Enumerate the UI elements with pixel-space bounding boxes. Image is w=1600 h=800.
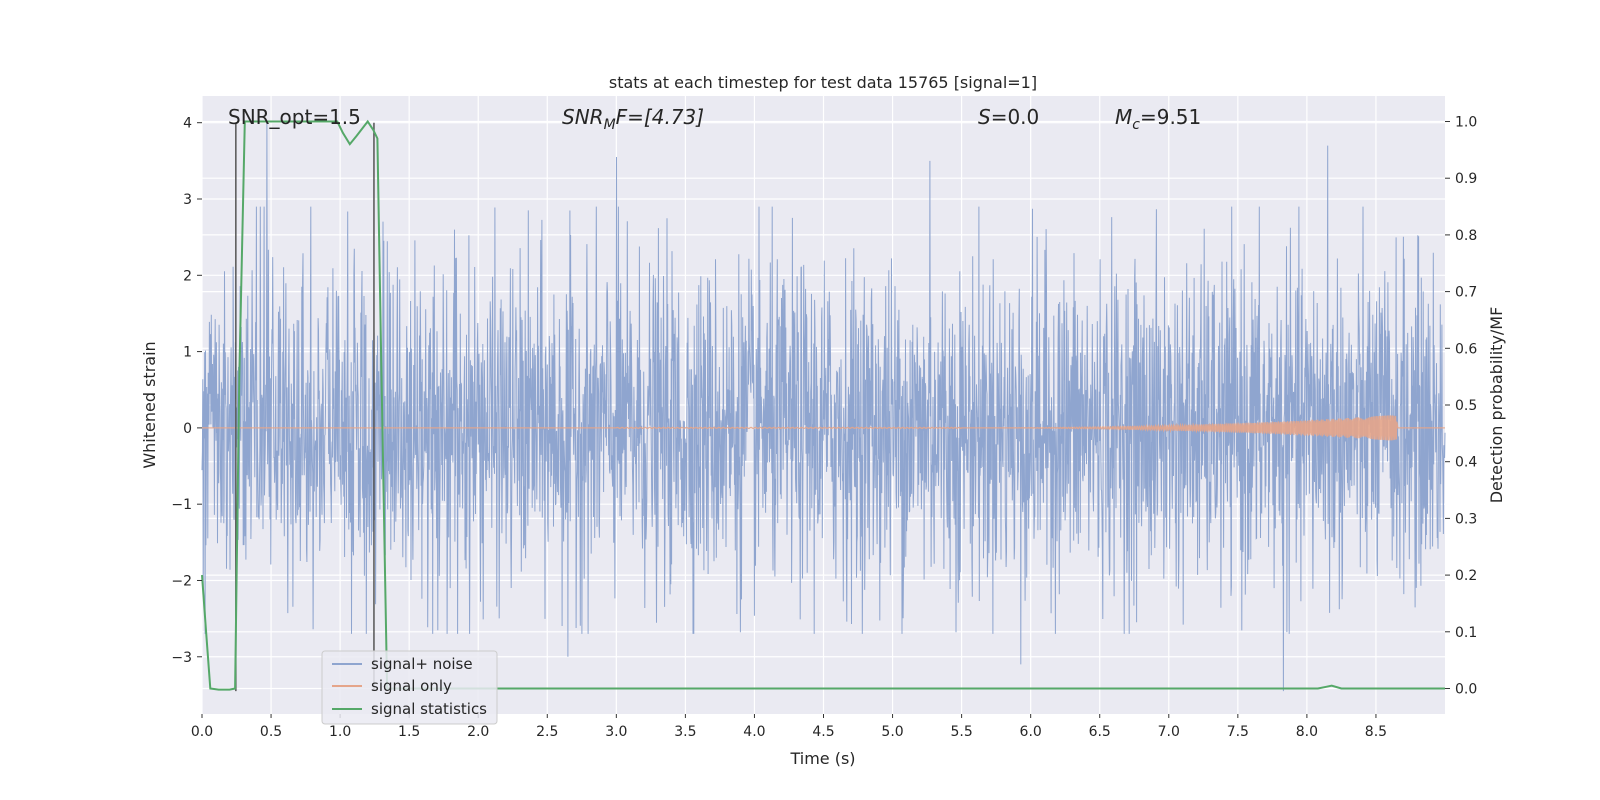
x-tick-label: 0.0 xyxy=(191,724,213,740)
y-axis-label-left: Whitened strain xyxy=(140,341,159,468)
y-tick-label-left: −2 xyxy=(171,573,192,589)
series-signal-statistics xyxy=(201,119,1445,691)
x-tick-label: 3.5 xyxy=(674,724,696,740)
x-tick-label: 6.0 xyxy=(1020,724,1042,740)
annotation-mc: Mc=9.51 xyxy=(1115,105,1201,133)
y-ticks-left: −3 −2 −1 0 1 2 3 4 xyxy=(171,116,202,666)
x-tick-label: 8.0 xyxy=(1296,724,1318,740)
legend-label-signal-noise: signal+ noise xyxy=(371,655,473,673)
x-tick-label: 6.5 xyxy=(1089,724,1111,740)
chart-title: stats at each timestep for test data 157… xyxy=(609,73,1037,92)
series-signal-only xyxy=(202,415,1445,441)
x-axis-label: Time (s) xyxy=(789,749,855,768)
y-tick-label-right: 0.6 xyxy=(1455,341,1477,357)
x-tick-label: 7.5 xyxy=(1227,724,1249,740)
y-tick-label-right: 1.0 xyxy=(1455,115,1477,131)
x-tick-label: 4.5 xyxy=(812,724,834,740)
annotation-snr-opt: SNR_opt=1.5 xyxy=(228,105,361,129)
series-signal-noise xyxy=(201,122,1446,692)
x-tick-label: 4.0 xyxy=(743,724,765,740)
legend-label-signal-only: signal only xyxy=(371,677,452,695)
legend-label-signal-statistics: signal statistics xyxy=(371,700,487,718)
y-tick-label-right: 0.7 xyxy=(1455,285,1477,301)
x-tick-label: 1.5 xyxy=(398,724,420,740)
x-tick-label: 2.5 xyxy=(536,724,558,740)
x-tick-label: 3.0 xyxy=(605,724,627,740)
x-tick-label: 7.0 xyxy=(1158,724,1180,740)
y-tick-label-right: 0.8 xyxy=(1455,228,1477,244)
y-tick-label-right: 0.3 xyxy=(1455,511,1477,527)
x-ticks: 0.0 0.5 1.0 1.5 2.0 2.5 3.0 3.5 4.0 4.5 5.0 5.5 6.0 6… xyxy=(191,714,1387,740)
annotation-s: S=0.0 xyxy=(978,105,1039,129)
x-tick-label: 5.5 xyxy=(950,724,972,740)
legend-box xyxy=(321,650,498,725)
y-ticks-right: 0.0 0.1 0.2 0.3 0.4 0.5 0.6 0.7 0.8 0.9 1.0 xyxy=(1445,115,1477,697)
y-tick-label-right: 0.5 xyxy=(1455,398,1477,414)
x-tick-label: 0.5 xyxy=(260,724,282,740)
x-tick-label: 2.0 xyxy=(467,724,489,740)
signal-statistics-line xyxy=(201,119,1445,691)
y-tick-label-right: 0.1 xyxy=(1455,625,1477,641)
signal-only-line xyxy=(202,415,1445,441)
annotation-snr-mf: SNRMF=[4.73] xyxy=(562,105,704,133)
x-tick-label: 8.5 xyxy=(1365,724,1387,740)
y-tick-label-left: 4 xyxy=(183,116,192,132)
x-tick-label: 1.0 xyxy=(329,724,351,740)
y-tick-label-left: 3 xyxy=(183,192,192,208)
y-tick-label-right: 0.2 xyxy=(1455,568,1477,584)
y-tick-label-right: 0.4 xyxy=(1455,455,1477,471)
y-tick-label-right: 0.0 xyxy=(1455,681,1477,697)
y-tick-label-left: 0 xyxy=(183,421,192,437)
x-tick-label: 5.0 xyxy=(881,724,903,740)
y-tick-label-left: 1 xyxy=(183,345,192,361)
y-axis-label-right: Detection probability/MF xyxy=(1487,307,1506,504)
y-tick-label-left: −1 xyxy=(171,497,192,513)
y-tick-label-left: −3 xyxy=(171,650,192,666)
y-tick-label-left: 2 xyxy=(183,268,192,284)
legend: signal+ noise signal only signal statist… xyxy=(321,650,498,725)
y-tick-label-right: 0.9 xyxy=(1455,171,1477,187)
signal-noise-line xyxy=(201,122,1446,692)
